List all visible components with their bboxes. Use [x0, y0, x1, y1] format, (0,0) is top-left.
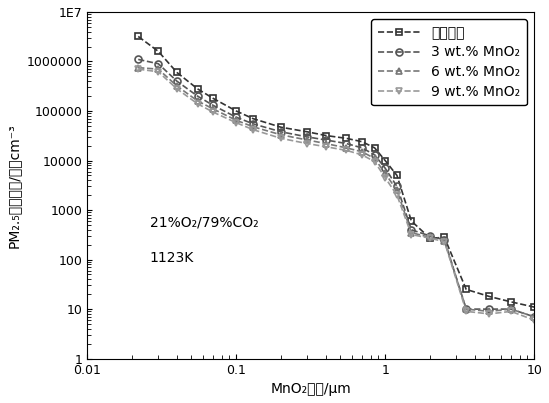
9 wt.% MnO₂: [486, 312, 492, 316]
无添加剂: [304, 129, 311, 134]
9 wt.% MnO₂: [394, 193, 400, 197]
6 wt.% MnO₂: [427, 235, 433, 240]
Text: 21%O₂/79%CO₂: 21%O₂/79%CO₂: [150, 216, 259, 230]
6 wt.% MnO₂: [304, 137, 311, 142]
无添加剂: [394, 173, 400, 178]
3 wt.% MnO₂: [382, 166, 389, 170]
6 wt.% MnO₂: [323, 141, 329, 146]
3 wt.% MnO₂: [194, 93, 201, 98]
Text: 1123K: 1123K: [150, 251, 194, 264]
3 wt.% MnO₂: [408, 227, 414, 232]
Line: 9 wt.% MnO₂: 9 wt.% MnO₂: [135, 66, 537, 324]
3 wt.% MnO₂: [531, 314, 537, 319]
无添加剂: [531, 305, 537, 310]
3 wt.% MnO₂: [394, 184, 400, 189]
9 wt.% MnO₂: [323, 144, 329, 149]
3 wt.% MnO₂: [135, 57, 142, 62]
无添加剂: [233, 108, 239, 113]
9 wt.% MnO₂: [463, 309, 469, 314]
无添加剂: [371, 145, 378, 150]
6 wt.% MnO₂: [210, 106, 216, 111]
9 wt.% MnO₂: [371, 159, 378, 164]
9 wt.% MnO₂: [250, 127, 256, 132]
无添加剂: [135, 34, 142, 39]
Line: 3 wt.% MnO₂: 3 wt.% MnO₂: [135, 56, 537, 320]
3 wt.% MnO₂: [304, 135, 311, 139]
6 wt.% MnO₂: [359, 150, 366, 154]
9 wt.% MnO₂: [155, 69, 161, 74]
无添加剂: [427, 236, 433, 241]
3 wt.% MnO₂: [441, 237, 448, 242]
3 wt.% MnO₂: [250, 121, 256, 126]
X-axis label: MnO₂粒径/μm: MnO₂粒径/μm: [270, 382, 351, 396]
6 wt.% MnO₂: [173, 83, 180, 88]
Line: 6 wt.% MnO₂: 6 wt.% MnO₂: [135, 64, 537, 320]
9 wt.% MnO₂: [210, 110, 216, 114]
9 wt.% MnO₂: [427, 236, 433, 241]
Line: 无添加剂: 无添加剂: [135, 33, 537, 311]
3 wt.% MnO₂: [486, 307, 492, 312]
3 wt.% MnO₂: [210, 103, 216, 108]
Legend: 无添加剂, 3 wt.% MnO₂, 6 wt.% MnO₂, 9 wt.% MnO₂: 无添加剂, 3 wt.% MnO₂, 6 wt.% MnO₂, 9 wt.% M…: [371, 19, 527, 106]
6 wt.% MnO₂: [408, 230, 414, 235]
6 wt.% MnO₂: [463, 307, 469, 312]
无添加剂: [463, 287, 469, 292]
无添加剂: [194, 86, 201, 91]
无添加剂: [278, 125, 284, 130]
9 wt.% MnO₂: [278, 136, 284, 141]
6 wt.% MnO₂: [531, 314, 537, 319]
3 wt.% MnO₂: [233, 115, 239, 120]
3 wt.% MnO₂: [359, 145, 366, 150]
无添加剂: [441, 235, 448, 240]
9 wt.% MnO₂: [408, 232, 414, 237]
3 wt.% MnO₂: [371, 152, 378, 157]
6 wt.% MnO₂: [343, 145, 350, 150]
9 wt.% MnO₂: [194, 101, 201, 106]
无添加剂: [486, 294, 492, 299]
无添加剂: [210, 96, 216, 101]
6 wt.% MnO₂: [250, 125, 256, 129]
无添加剂: [173, 70, 180, 75]
6 wt.% MnO₂: [233, 118, 239, 123]
3 wt.% MnO₂: [323, 137, 329, 142]
无添加剂: [323, 133, 329, 138]
无添加剂: [408, 218, 414, 223]
6 wt.% MnO₂: [371, 156, 378, 161]
9 wt.% MnO₂: [508, 309, 514, 314]
9 wt.% MnO₂: [441, 239, 448, 244]
6 wt.% MnO₂: [508, 307, 514, 312]
无添加剂: [508, 299, 514, 304]
9 wt.% MnO₂: [135, 67, 142, 72]
3 wt.% MnO₂: [427, 233, 433, 238]
9 wt.% MnO₂: [233, 120, 239, 125]
6 wt.% MnO₂: [486, 309, 492, 314]
6 wt.% MnO₂: [441, 238, 448, 243]
9 wt.% MnO₂: [343, 148, 350, 153]
6 wt.% MnO₂: [135, 65, 142, 70]
9 wt.% MnO₂: [531, 318, 537, 322]
无添加剂: [155, 49, 161, 54]
9 wt.% MnO₂: [304, 141, 311, 146]
Y-axis label: PM₂.₅数量浓度/１・cm⁻³: PM₂.₅数量浓度/１・cm⁻³: [7, 123, 21, 248]
6 wt.% MnO₂: [155, 67, 161, 72]
无添加剂: [250, 116, 256, 121]
无添加剂: [359, 139, 366, 144]
9 wt.% MnO₂: [382, 175, 389, 180]
3 wt.% MnO₂: [278, 129, 284, 134]
3 wt.% MnO₂: [508, 307, 514, 312]
6 wt.% MnO₂: [278, 133, 284, 137]
3 wt.% MnO₂: [173, 79, 180, 83]
9 wt.% MnO₂: [173, 86, 180, 91]
9 wt.% MnO₂: [359, 152, 366, 157]
6 wt.% MnO₂: [194, 98, 201, 103]
无添加剂: [382, 158, 389, 163]
6 wt.% MnO₂: [382, 171, 389, 176]
3 wt.% MnO₂: [463, 307, 469, 312]
6 wt.% MnO₂: [394, 188, 400, 193]
无添加剂: [343, 136, 350, 141]
3 wt.% MnO₂: [343, 141, 350, 146]
3 wt.% MnO₂: [155, 61, 161, 66]
